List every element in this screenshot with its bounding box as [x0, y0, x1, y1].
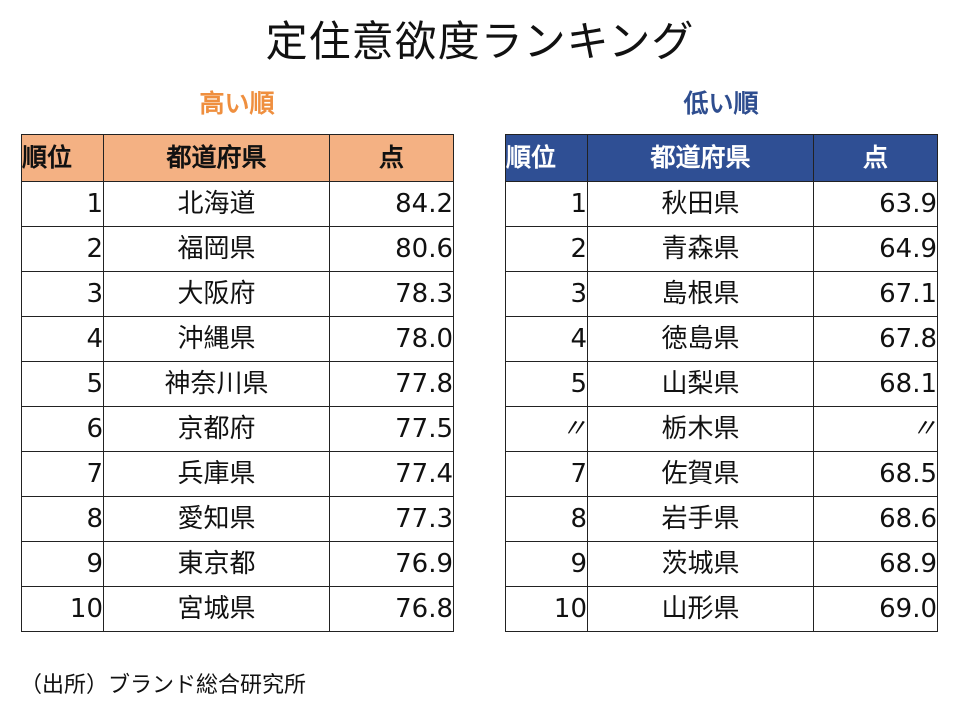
rank-cell: 1 — [21, 181, 104, 227]
rank-cell: 8 — [21, 496, 104, 542]
table-row: 1 秋田県 63.9 — [505, 181, 938, 227]
table-row: 2 青森県 64.9 — [505, 226, 938, 272]
prefecture-cell: 宮城県 — [103, 586, 330, 632]
score-cell: 69.0 — [813, 586, 938, 632]
header-score: 点 — [329, 134, 454, 182]
header-prefecture: 都道府県 — [587, 134, 814, 182]
rank-cell: 4 — [505, 316, 588, 362]
table-row: 8 愛知県 77.3 — [21, 496, 454, 542]
low-ranking-table: 順位 都道府県 点 1 秋田県 63.9 2 青森県 64.9 3 島根県 67.1 4 徳島県 67… — [505, 134, 938, 632]
rank-cell: 10 — [505, 586, 588, 632]
score-cell: 77.5 — [329, 406, 454, 452]
header-prefecture: 都道府県 — [103, 134, 330, 182]
prefecture-cell: 神奈川県 — [103, 361, 330, 407]
score-cell: 80.6 — [329, 226, 454, 272]
prefecture-cell: 沖縄県 — [103, 316, 330, 362]
table-row: 7 佐賀県 68.5 — [505, 451, 938, 497]
header-score: 点 — [813, 134, 938, 182]
score-cell: 76.8 — [329, 586, 454, 632]
prefecture-cell: 青森県 — [587, 226, 814, 272]
score-cell: 68.1 — [813, 361, 938, 407]
table-row: 4 徳島県 67.8 — [505, 316, 938, 362]
prefecture-cell: 北海道 — [103, 181, 330, 227]
table-row: 3 島根県 67.1 — [505, 271, 938, 317]
score-cell: 77.8 — [329, 361, 454, 407]
rank-cell: 10 — [21, 586, 104, 632]
table-row: 9 茨城県 68.9 — [505, 541, 938, 587]
rank-cell: 8 — [505, 496, 588, 542]
prefecture-cell: 秋田県 — [587, 181, 814, 227]
prefecture-cell: 徳島県 — [587, 316, 814, 362]
high-ranking-table: 順位 都道府県 点 1 北海道 84.2 2 福岡県 80.6 3 大阪府 78.3 4 沖縄県 78… — [21, 134, 454, 632]
rank-cell: 5 — [21, 361, 104, 407]
table-row: 1 北海道 84.2 — [21, 181, 454, 227]
rank-cell: 5 — [505, 361, 588, 407]
table-row: 8 岩手県 68.6 — [505, 496, 938, 542]
score-cell: 64.9 — [813, 226, 938, 272]
rank-cell: 1 — [505, 181, 588, 227]
score-cell: 78.3 — [329, 271, 454, 317]
score-cell: 68.5 — [813, 451, 938, 497]
table-header-row: 順位 都道府県 点 — [21, 134, 454, 182]
prefecture-cell: 愛知県 — [103, 496, 330, 542]
table-row: 10 宮城県 76.8 — [21, 586, 454, 632]
table-row: 〃栃木県〃 — [505, 406, 938, 452]
rank-cell: 7 — [505, 451, 588, 497]
table-row: 3 大阪府 78.3 — [21, 271, 454, 317]
table-row: 5 神奈川県 77.8 — [21, 361, 454, 407]
prefecture-cell: 京都府 — [103, 406, 330, 452]
rank-cell: 3 — [21, 271, 104, 317]
score-cell: 〃 — [813, 406, 938, 452]
prefecture-cell: 東京都 — [103, 541, 330, 587]
score-cell: 67.1 — [813, 271, 938, 317]
rank-cell: 9 — [505, 541, 588, 587]
rank-cell: 7 — [21, 451, 104, 497]
rank-cell: 6 — [21, 406, 104, 452]
prefecture-cell: 茨城県 — [587, 541, 814, 587]
table-row: 7 兵庫県 77.4 — [21, 451, 454, 497]
score-cell: 77.4 — [329, 451, 454, 497]
prefecture-cell: 福岡県 — [103, 226, 330, 272]
table-row: 4 沖縄県 78.0 — [21, 316, 454, 362]
prefecture-cell: 大阪府 — [103, 271, 330, 317]
rank-cell: 2 — [505, 226, 588, 272]
score-cell: 84.2 — [329, 181, 454, 227]
rank-cell: 4 — [21, 316, 104, 362]
rank-cell: 2 — [21, 226, 104, 272]
rank-cell: 9 — [21, 541, 104, 587]
table-row: 6 京都府 77.5 — [21, 406, 454, 452]
score-cell: 76.9 — [329, 541, 454, 587]
score-cell: 67.8 — [813, 316, 938, 362]
high-ranking-label: 高い順 — [199, 89, 275, 118]
table-row: 5 山梨県 68.1 — [505, 361, 938, 407]
table-row: 9 東京都 76.9 — [21, 541, 454, 587]
prefecture-cell: 佐賀県 — [587, 451, 814, 497]
score-cell: 78.0 — [329, 316, 454, 362]
score-cell: 77.3 — [329, 496, 454, 542]
score-cell: 63.9 — [813, 181, 938, 227]
table-row: 2 福岡県 80.6 — [21, 226, 454, 272]
score-cell: 68.6 — [813, 496, 938, 542]
prefecture-cell: 岩手県 — [587, 496, 814, 542]
prefecture-cell: 兵庫県 — [103, 451, 330, 497]
prefecture-cell: 山形県 — [587, 586, 814, 632]
score-cell: 68.9 — [813, 541, 938, 587]
rank-cell: 3 — [505, 271, 588, 317]
page-title: 定住意欲度ランキング — [265, 17, 695, 66]
low-ranking-label: 低い順 — [683, 89, 759, 118]
prefecture-cell: 山梨県 — [587, 361, 814, 407]
prefecture-cell: 栃木県 — [587, 406, 814, 452]
table-header-row: 順位 都道府県 点 — [505, 134, 938, 182]
table-row: 10 山形県 69.0 — [505, 586, 938, 632]
header-rank: 順位 — [505, 134, 588, 182]
rank-cell: 〃 — [505, 406, 588, 452]
prefecture-cell: 島根県 — [587, 271, 814, 317]
header-rank: 順位 — [21, 134, 104, 182]
source-note: （出所）ブランド総合研究所 — [20, 673, 307, 698]
